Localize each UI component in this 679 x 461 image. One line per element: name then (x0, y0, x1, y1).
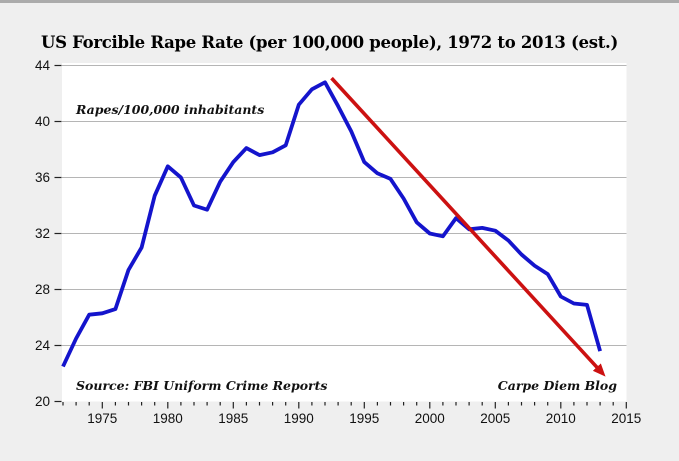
y-axis-units-annotation: Rapes/100,000 inhabitants (76, 102, 265, 117)
credit-note: Carpe Diem Blog (497, 378, 617, 393)
y-tick-label: 20 (35, 394, 50, 409)
x-tick-label: 1995 (349, 411, 379, 426)
line-chart: 20 24 28 32 36 40 44 1975 1980 1985 1990 1995 2000 20… (35, 58, 641, 426)
y-tick-label: 40 (35, 114, 50, 129)
y-tick-label: 28 (35, 282, 50, 297)
rate-line (61, 80, 602, 368)
y-tick-label: 24 (35, 338, 51, 353)
source-note: Source: FBI Uniform Crime Reports (76, 378, 328, 393)
x-tick-label: 2005 (480, 411, 510, 426)
y-tick-label: 36 (35, 170, 50, 185)
chart-title: US Forcible Rape Rate (per 100,000 peopl… (41, 33, 618, 52)
y-tick-label: 32 (35, 226, 50, 241)
x-tick-label: 2000 (415, 411, 445, 426)
x-tick-label: 1980 (153, 411, 183, 426)
y-tick-label: 44 (35, 58, 51, 73)
x-tick-label: 1975 (87, 411, 117, 426)
x-tick-label: 2015 (611, 411, 641, 426)
x-tick-label: 1985 (218, 411, 248, 426)
trend-arrow (330, 76, 606, 377)
x-tick-label: 2010 (546, 411, 576, 426)
x-tick-label: 1990 (284, 411, 314, 426)
